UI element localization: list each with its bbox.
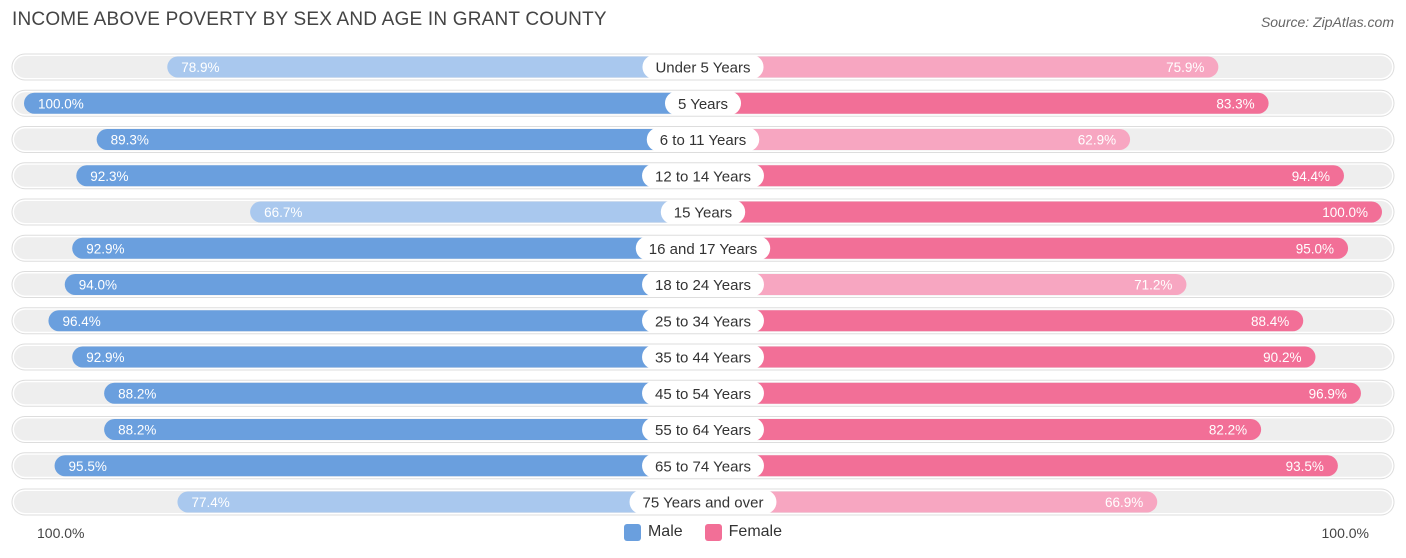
category-label: 18 to 24 Years <box>655 277 751 294</box>
male-bar <box>76 165 703 187</box>
chart-title: INCOME ABOVE POVERTY BY SEX AND AGE IN G… <box>12 9 607 30</box>
male-bar <box>250 201 703 223</box>
legend-item-male: Male <box>623 523 683 541</box>
male-value-label: 88.2% <box>118 423 156 438</box>
category-pill <box>646 127 760 152</box>
male-bar <box>72 346 704 368</box>
legend-item-female: Female <box>704 523 783 541</box>
legend-female-label: Female <box>728 523 783 540</box>
female-bar <box>703 455 1338 477</box>
female-value-label: 95.0% <box>1296 241 1334 256</box>
bar-chart: 78.9% 75.9% Under 5 Years 100.0% 83.3% 5 Year… <box>11 53 1395 516</box>
category-label: 25 to 34 Years <box>655 313 751 330</box>
male-value-label: 92.9% <box>86 241 124 256</box>
female-bar <box>703 56 1219 78</box>
female-bar <box>703 274 1187 295</box>
category-label: Under 5 Years <box>655 60 750 77</box>
category-label: 5 Years <box>678 96 728 113</box>
male-value-label: 77.4% <box>191 495 229 510</box>
female-value-label: 82.2% <box>1209 423 1247 438</box>
male-value-label: 88.2% <box>118 386 156 401</box>
female-bar <box>703 491 1158 513</box>
male-bar <box>167 56 704 78</box>
category-pill <box>660 200 746 224</box>
male-value-label: 94.0% <box>79 278 117 293</box>
female-bar <box>703 419 1262 440</box>
female-value-label: 93.5% <box>1286 459 1324 474</box>
male-bar <box>64 274 704 295</box>
female-value-label: 62.9% <box>1078 133 1116 148</box>
male-value-label: 78.9% <box>181 60 219 75</box>
category-label: 65 to 74 Years <box>655 458 751 475</box>
source-credit: Source: ZipAtlas.com <box>1260 14 1394 30</box>
male-value-label: 96.4% <box>62 314 100 329</box>
axis-left-label: 100.0% <box>37 525 85 541</box>
category-pill <box>642 453 764 478</box>
category-pill <box>664 91 742 116</box>
female-swatch <box>704 523 722 541</box>
category-label: 35 to 44 Years <box>655 350 751 367</box>
female-bar <box>703 382 1361 404</box>
male-bar <box>104 382 703 404</box>
category-label: 45 to 54 Years <box>655 386 751 403</box>
axis-right-label: 100.0% <box>1321 525 1369 541</box>
male-value-label: 95.5% <box>69 459 107 474</box>
male-bar <box>48 310 704 332</box>
category-label: 75 Years and over <box>643 495 764 512</box>
female-value-label: 83.3% <box>1216 96 1254 111</box>
male-bar <box>96 129 703 150</box>
legend-male-label: Male <box>647 523 683 540</box>
category-pill <box>642 417 764 442</box>
category-label: 6 to 11 Years <box>660 132 746 149</box>
category-label: 15 Years <box>674 205 732 222</box>
category-label: 55 to 64 Years <box>655 422 751 439</box>
male-swatch <box>623 523 641 541</box>
female-value-label: 90.2% <box>1263 350 1301 365</box>
female-bar <box>703 92 1269 114</box>
category-pill <box>635 236 771 261</box>
category-pill <box>642 345 764 369</box>
category-pill <box>642 163 764 188</box>
female-value-label: 88.4% <box>1251 314 1289 329</box>
category-pill <box>642 55 764 79</box>
male-value-label: 66.7% <box>264 205 302 220</box>
female-bar <box>703 165 1344 187</box>
male-bar <box>24 92 703 114</box>
male-value-label: 92.9% <box>86 350 124 365</box>
category-pill <box>642 381 764 406</box>
female-value-label: 66.9% <box>1105 495 1143 510</box>
male-bar <box>72 237 704 259</box>
female-bar <box>703 129 1131 150</box>
male-value-label: 100.0% <box>38 96 84 111</box>
category-label: 16 and 17 Years <box>649 241 757 258</box>
category-pill <box>629 490 777 514</box>
female-value-label: 100.0% <box>1322 205 1368 220</box>
category-pill <box>642 308 764 333</box>
category-pill <box>642 272 764 297</box>
female-bar <box>703 310 1304 332</box>
legend: Male Female <box>0 523 1406 541</box>
female-bar <box>703 237 1349 259</box>
male-bar <box>177 491 704 513</box>
female-value-label: 96.9% <box>1309 386 1347 401</box>
male-value-label: 92.3% <box>90 169 128 184</box>
female-value-label: 75.9% <box>1166 60 1204 75</box>
male-bar <box>104 419 703 440</box>
male-value-label: 89.3% <box>111 133 149 148</box>
male-bar <box>54 455 704 477</box>
female-bar <box>703 346 1316 368</box>
female-value-label: 94.4% <box>1292 169 1330 184</box>
category-label: 12 to 14 Years <box>655 168 751 185</box>
female-bar <box>703 201 1382 223</box>
female-value-label: 71.2% <box>1134 278 1172 293</box>
